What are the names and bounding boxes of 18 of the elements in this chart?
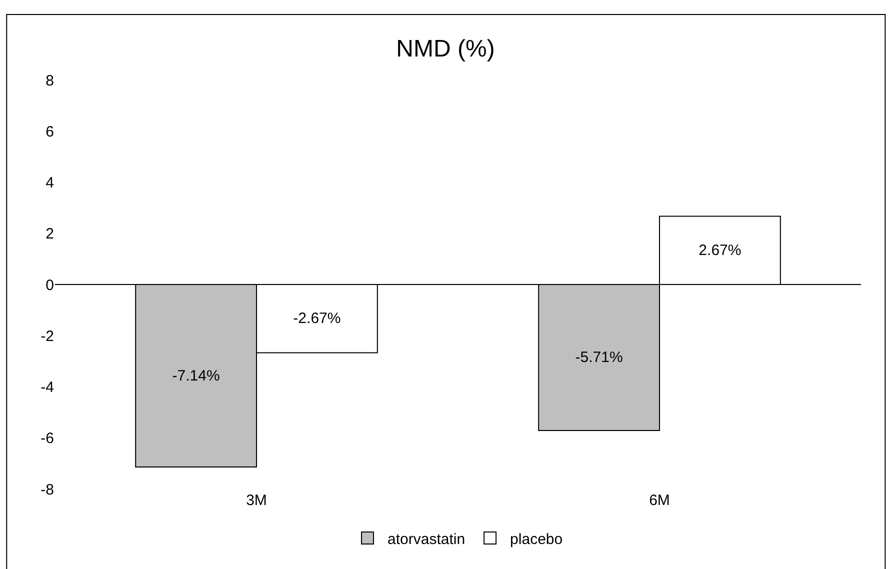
legend-label: atorvastatin <box>388 530 466 548</box>
data-label: -5.71% <box>575 348 623 366</box>
y-tick-label: 6 <box>46 123 54 140</box>
y-tick-label: -2 <box>40 328 54 345</box>
x-tick-label: 6M <box>649 492 670 509</box>
chart-title: NMD (%) <box>396 36 495 63</box>
data-label: -7.14% <box>172 367 220 384</box>
y-tick-label: 2 <box>46 226 54 243</box>
y-tick-label: 8 <box>46 72 54 90</box>
data-label: -2.67% <box>293 310 341 328</box>
x-tick-label: 3M <box>246 492 267 509</box>
y-tick-label: 0 <box>46 276 54 294</box>
y-tick-label: 4 <box>46 174 54 192</box>
y-tick-label: -4 <box>40 379 54 396</box>
data-label: 2.67% <box>698 242 742 259</box>
legend-label: placebo <box>510 530 563 548</box>
y-tick-label: -8 <box>40 481 54 498</box>
y-tick-label: -6 <box>40 430 54 448</box>
